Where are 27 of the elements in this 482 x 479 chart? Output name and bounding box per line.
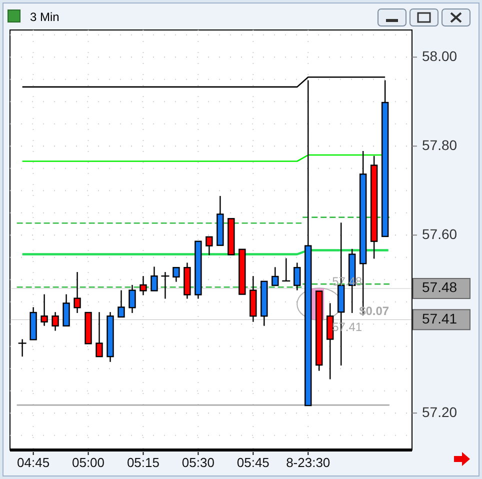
candlestick [140, 275, 147, 296]
candlestick [206, 236, 213, 256]
candlestick [272, 266, 279, 286]
candlestick [62, 294, 70, 326]
y-tick-label: 57.80 [422, 136, 458, 153]
candlestick [118, 290, 125, 318]
x-tick-label: 04:45 [17, 455, 50, 470]
candlestick [74, 271, 81, 314]
candlestick [96, 311, 103, 358]
candlestick [40, 294, 48, 326]
x-tick-label: 8-23:30 [286, 455, 330, 470]
x-tick-label: 05:45 [236, 455, 270, 470]
x-tick-label: 05:30 [182, 455, 214, 470]
y-tick-label: 57.20 [422, 404, 458, 420]
y-tick-label: 57.60 [422, 226, 458, 242]
candlestick [326, 302, 334, 380]
candlestick [172, 266, 180, 282]
chart-title: 3 Min [30, 10, 60, 24]
ref-line-label: 57.41 [422, 310, 458, 326]
candlestick [52, 311, 59, 332]
x-tick-label: 05:15 [126, 455, 160, 470]
candlestick [150, 266, 158, 292]
y-tick-label: 58.00 [422, 48, 458, 64]
candlestick [294, 262, 301, 291]
x-tick-label: 05:00 [72, 455, 105, 470]
ref-line-label: 57.48 [422, 279, 458, 296]
candlestick [128, 284, 136, 314]
